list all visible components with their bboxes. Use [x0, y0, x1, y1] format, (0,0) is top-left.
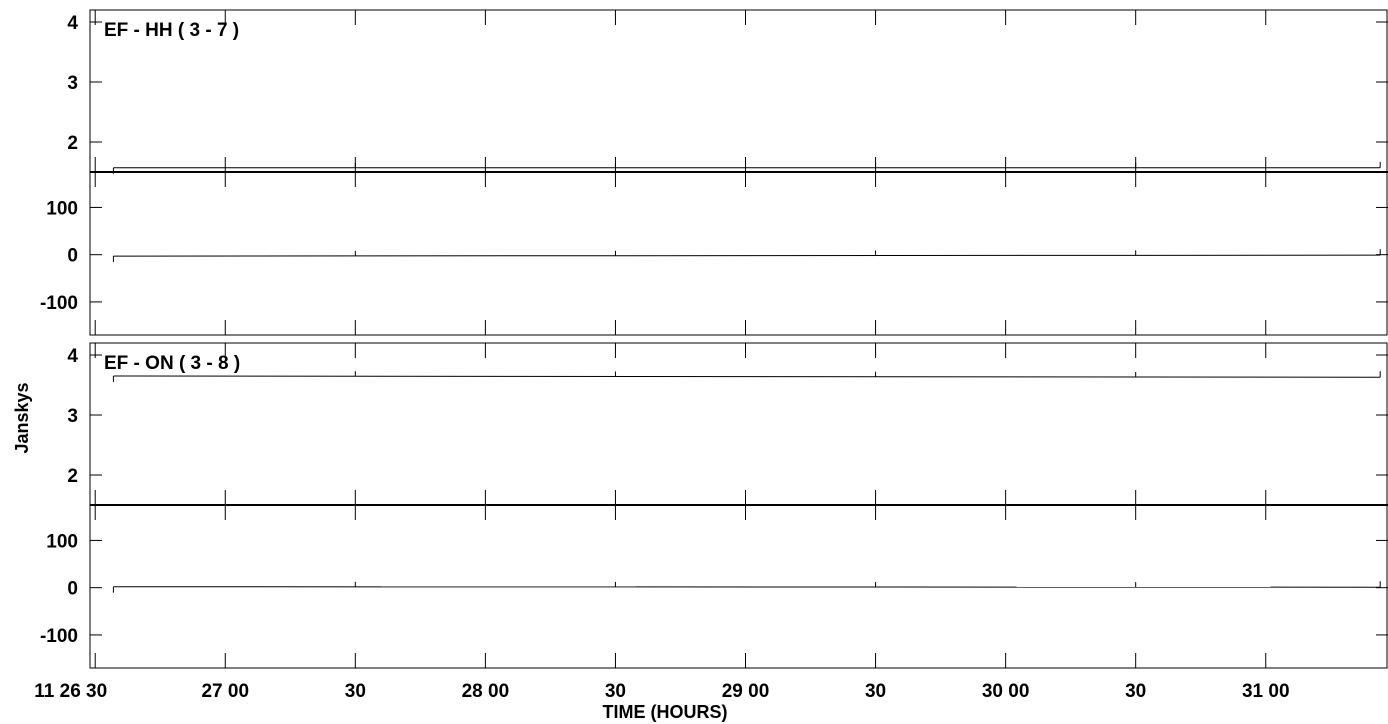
panel-2-amplitude-series-line [113, 375, 1381, 378]
panel-1-phase-frame [89, 171, 1388, 336]
x-tick-label: 31 00 [1242, 681, 1290, 702]
x-tick-label: 27 00 [201, 681, 249, 702]
panel-2: 2 3 4 -100 0 100 EF - ON ( 3 - 8 ) [40, 342, 1388, 669]
panel-2-amplitude-ytick-label: 2 [67, 466, 78, 487]
panel-1-phase-series-line [113, 254, 1381, 257]
x-tick-label: 29 00 [722, 681, 770, 702]
panel-2-baseline-label: EF - ON ( 3 - 8 ) [104, 353, 240, 374]
panel-2-phase-ytick-label: 0 [67, 579, 78, 600]
panel-1-amplitude-ytick-label: 4 [67, 13, 78, 34]
y-axis-label: Janskys [12, 382, 32, 453]
x-tick-label: 30 [1125, 681, 1146, 702]
x-tick-label: 30 [865, 681, 886, 702]
x-tick-label: 30 00 [982, 681, 1030, 702]
panel-2-amplitude-ytick-label: 3 [67, 406, 78, 427]
panel-1-amplitude-frame [89, 9, 1388, 173]
panel-1-phase-ytick-label: -100 [40, 293, 78, 314]
panel-1-amplitude-ytick-label: 3 [67, 73, 78, 94]
panel-1-phase-ytick-label: 0 [67, 246, 78, 267]
x-tick-labels-group: 11 26 30 27 00 30 28 00 30 29 00 30 30 00 30 31 0… [34, 681, 1289, 702]
x-tick-label: 30 [605, 681, 626, 702]
x-tick-label: 11 26 30 [34, 681, 107, 702]
panel-2-amplitude-frame [89, 342, 1388, 506]
panel-2-phase-ytick-label: -100 [40, 626, 78, 647]
panel-1-amplitude-ytick-label: 2 [67, 133, 78, 154]
panel-2-amplitude-ytick-label: 4 [67, 346, 78, 367]
panel-1-phase-ytick-label: 100 [46, 198, 78, 219]
panel-2-phase-ytick-label: 100 [46, 531, 78, 552]
panel-1: 2 3 4 -100 0 100 EF - HH ( 3 - 7 ) [40, 9, 1388, 336]
panels-group: 2 3 4 -100 0 100 EF - HH ( 3 - 7 ) 2 3 4 -100 0 100 E… [40, 9, 1388, 669]
x-tick-label: 30 [345, 681, 366, 702]
x-tick-label: 28 00 [462, 681, 510, 702]
x-axis-label: TIME (HOURS) [603, 702, 728, 722]
panel-1-baseline-label: EF - HH ( 3 - 7 ) [104, 20, 239, 41]
